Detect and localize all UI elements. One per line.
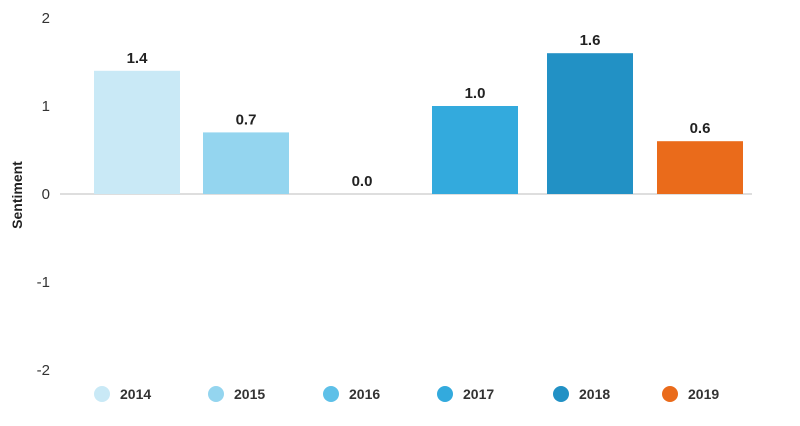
legend-swatch-2018 (553, 386, 569, 402)
y-tick-label: 1 (42, 98, 50, 115)
legend-swatch-2019 (662, 386, 678, 402)
y-axis-ticks: 2 1 0 -1 -2 (37, 10, 50, 379)
y-axis-title: Sentiment (9, 161, 25, 229)
legend-label-2015: 2015 (234, 386, 265, 402)
y-tick-label: -1 (37, 274, 50, 291)
bar-2017 (432, 106, 518, 194)
y-tick-label: -2 (37, 362, 50, 379)
y-tick-label: 0 (42, 186, 50, 203)
data-label-2014: 1.4 (127, 50, 149, 67)
data-label-2019: 0.6 (690, 120, 711, 137)
legend-swatch-2015 (208, 386, 224, 402)
bars-group (94, 53, 743, 195)
legend-label-2019: 2019 (688, 386, 719, 402)
data-label-2017: 1.0 (465, 85, 486, 102)
legend-label-2016: 2016 (349, 386, 380, 402)
legend-label-2018: 2018 (579, 386, 610, 402)
legend-swatch-2016 (323, 386, 339, 402)
bar-2018 (547, 53, 633, 195)
legend: 2014 2015 2016 2017 2018 2019 (94, 386, 719, 402)
data-label-2015: 0.7 (236, 111, 257, 128)
data-label-2016: 0.0 (352, 173, 373, 190)
bar-2019 (657, 141, 743, 194)
data-label-2018: 1.6 (580, 32, 601, 49)
legend-label-2014: 2014 (120, 386, 151, 402)
legend-swatch-2017 (437, 386, 453, 402)
bar-2014 (94, 70, 180, 194)
legend-label-2017: 2017 (463, 386, 494, 402)
legend-swatch-2014 (94, 386, 110, 402)
y-tick-label: 2 (42, 10, 50, 27)
data-labels-group: 1.4 0.7 0.0 1.0 1.6 0.6 (127, 32, 711, 190)
bar-2015 (203, 132, 289, 194)
